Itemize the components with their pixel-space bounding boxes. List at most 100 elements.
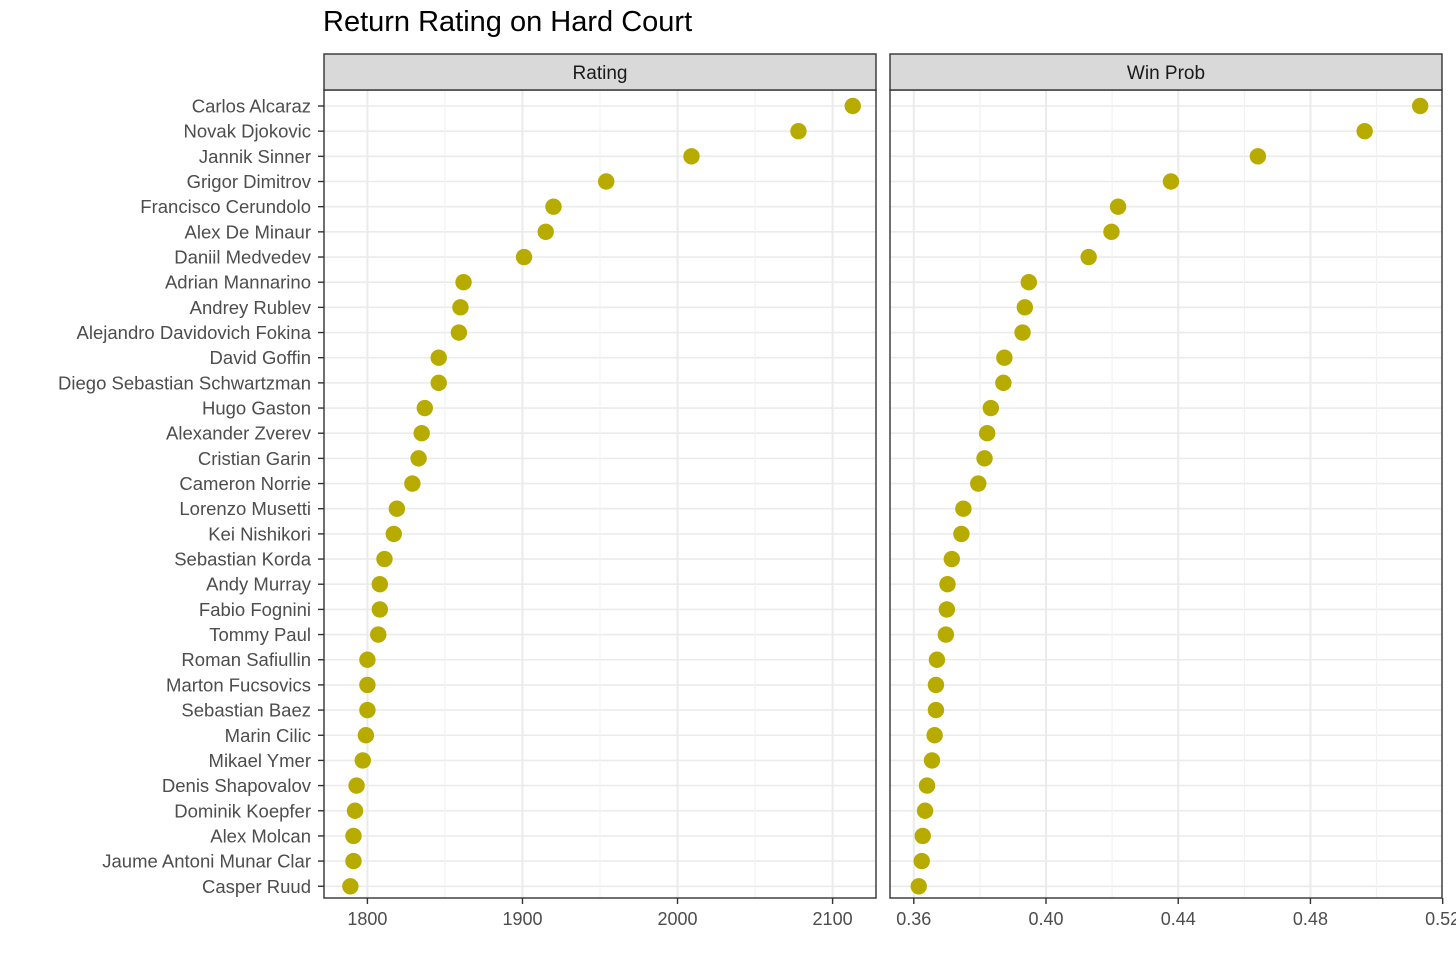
y-tick-label: Francisco Cerundolo — [140, 196, 311, 217]
y-tick-label: Carlos Alcaraz — [192, 96, 311, 117]
data-point — [790, 122, 807, 140]
data-point — [371, 601, 389, 618]
data-point — [953, 525, 970, 543]
x-tick-label: 2100 — [813, 909, 853, 929]
data-point — [455, 273, 472, 291]
x-tick-label: 0.40 — [1028, 909, 1063, 929]
data-point — [342, 878, 359, 895]
data-point — [943, 550, 961, 568]
y-tick-label: Sebastian Korda — [174, 549, 312, 570]
data-point — [1103, 223, 1120, 241]
x-tick-label: 2000 — [658, 909, 698, 929]
y-tick-label: David Goffin — [210, 347, 311, 368]
data-point — [404, 475, 421, 492]
data-point — [1014, 324, 1031, 341]
y-tick-label: Kei Nishikori — [208, 523, 311, 544]
y-tick-label: Jannik Sinner — [199, 146, 311, 167]
y-tick-label: Andy Murray — [206, 574, 312, 595]
data-point — [515, 248, 533, 266]
y-tick-label: Sebastian Baez — [181, 700, 311, 721]
facet-strip-label: Rating — [573, 63, 628, 84]
data-point — [1020, 273, 1038, 291]
data-point — [345, 827, 362, 845]
y-tick-label: Adrian Mannarino — [165, 272, 311, 293]
data-point — [913, 852, 930, 870]
data-point — [452, 299, 469, 316]
data-point — [385, 525, 402, 543]
data-point — [970, 475, 987, 492]
data-point — [910, 878, 927, 895]
data-point — [923, 752, 941, 769]
data-point — [537, 223, 554, 241]
data-point — [450, 324, 468, 341]
y-tick-label: Grigor Dimitrov — [187, 171, 312, 192]
data-point — [354, 752, 371, 769]
y-tick-label: Jaume Antoni Munar Clar — [102, 851, 311, 872]
data-point — [916, 802, 934, 819]
data-point — [683, 148, 700, 165]
x-tick-label: 0.52 — [1425, 909, 1456, 929]
data-point — [1411, 97, 1429, 115]
data-point — [927, 701, 945, 719]
x-tick-label: 0.44 — [1161, 909, 1196, 929]
data-point — [914, 827, 931, 845]
y-tick-label: Roman Safiullin — [181, 649, 311, 670]
facet-strip-label: Win Prob — [1127, 63, 1205, 84]
data-point — [982, 399, 1000, 417]
data-point — [1109, 198, 1127, 215]
data-point — [388, 500, 406, 517]
panel-background — [890, 90, 1442, 898]
data-point — [976, 450, 993, 467]
data-point — [359, 651, 376, 668]
data-point — [938, 601, 956, 618]
data-point — [413, 425, 430, 442]
y-tick-label: Daniil Medvedev — [174, 247, 312, 268]
y-tick-label: Alex Molcan — [210, 825, 311, 846]
data-point — [918, 777, 936, 794]
y-tick-label: Cameron Norrie — [179, 473, 311, 494]
y-tick-label: Fabio Fognini — [199, 599, 311, 620]
y-tick-label: Andrey Rublev — [190, 297, 312, 318]
data-point — [598, 173, 615, 190]
y-tick-label: Diego Sebastian Schwartzman — [58, 372, 311, 393]
data-point — [359, 676, 376, 694]
data-point — [978, 425, 996, 442]
data-point — [345, 852, 362, 870]
y-tick-label: Novak Djokovic — [184, 121, 312, 142]
data-point — [410, 450, 427, 467]
y-tick-label: Marin Cilic — [225, 725, 311, 746]
y-tick-label: Casper Ruud — [202, 876, 311, 897]
data-point — [927, 676, 945, 694]
y-tick-label: Mikael Ymer — [209, 750, 311, 771]
data-point — [844, 97, 861, 115]
data-point — [939, 576, 956, 593]
y-tick-label: Denis Shapovalov — [162, 775, 312, 796]
data-point — [545, 198, 562, 215]
y-tick-label: Hugo Gaston — [202, 398, 311, 419]
data-point — [376, 550, 393, 568]
data-point — [1162, 173, 1180, 190]
x-tick-label: 1900 — [502, 909, 542, 929]
data-point — [1080, 248, 1097, 266]
data-point — [346, 802, 364, 819]
x-tick-label: 0.48 — [1293, 909, 1328, 929]
x-tick-label: 1800 — [347, 909, 387, 929]
y-tick-label: Lorenzo Musetti — [179, 498, 311, 519]
facet-strip — [323, 53, 877, 91]
x-tick-label: 0.36 — [896, 909, 931, 929]
data-point — [430, 374, 447, 392]
y-tick-label: Alexander Zverev — [166, 423, 312, 444]
data-point — [955, 500, 972, 517]
data-point — [937, 626, 955, 643]
data-point — [357, 727, 375, 744]
data-point — [371, 576, 389, 593]
data-point — [995, 374, 1012, 392]
data-point — [370, 626, 387, 643]
chart-title: Return Rating on Hard Court — [323, 6, 693, 38]
data-point — [348, 777, 365, 794]
y-tick-label: Marton Fucsovics — [166, 674, 311, 695]
y-tick-label: Dominik Koepfer — [174, 800, 311, 821]
facet-strip — [889, 53, 1443, 91]
data-point — [1016, 299, 1034, 316]
y-tick-label: Cristian Garin — [198, 448, 311, 469]
